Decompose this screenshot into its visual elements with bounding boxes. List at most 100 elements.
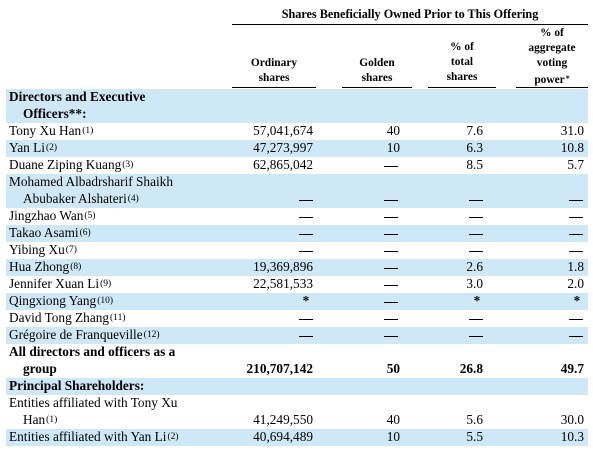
voting-value: 5.7 bbox=[567, 157, 584, 172]
col-rule-voting bbox=[516, 87, 588, 88]
footnote-ref: (9) bbox=[100, 279, 112, 289]
col-rule-total bbox=[428, 87, 496, 88]
golden-dash bbox=[384, 336, 398, 337]
ordinary-dash bbox=[299, 200, 313, 201]
row-band bbox=[6, 293, 588, 310]
row-label: Hua Zhong(8) bbox=[9, 259, 82, 274]
row-label: Duane Ziping Kuang(3) bbox=[9, 157, 134, 172]
row-label: Jingzhao Wan(5) bbox=[9, 208, 96, 223]
row-label: Abubaker Alshateri(4) bbox=[23, 191, 139, 206]
row-label: Entities affiliated with Yan Li(2) bbox=[9, 429, 179, 444]
footnote-ref: (6) bbox=[79, 228, 91, 238]
total-dash bbox=[469, 234, 483, 235]
voting-dash bbox=[569, 217, 583, 218]
golden-value: 40 bbox=[386, 123, 400, 138]
golden-dash bbox=[384, 268, 398, 269]
row-label: Takao Asami(6) bbox=[9, 225, 91, 240]
ordinary-value: 57,041,674 bbox=[253, 123, 313, 138]
total-value: 2.6 bbox=[466, 259, 483, 274]
golden-dash bbox=[384, 234, 398, 235]
footnote-ref: (1) bbox=[46, 415, 58, 425]
row-label: Jennifer Xuan Li(9) bbox=[9, 276, 112, 291]
ordinary-value: 40,694,489 bbox=[253, 429, 313, 444]
footnote-ref: (11) bbox=[110, 313, 126, 323]
row-band bbox=[6, 174, 588, 208]
ordinary-value: * bbox=[302, 293, 310, 308]
col-header-ordinary-line2: shares bbox=[258, 72, 290, 84]
total-dash bbox=[469, 217, 483, 218]
ordinary-dash bbox=[299, 234, 313, 235]
golden-dash bbox=[384, 166, 398, 167]
section-heading: Directors and Executive bbox=[9, 89, 146, 104]
group-title: Shares Beneficially Owned Prior to This … bbox=[281, 7, 539, 21]
golden-dash bbox=[384, 251, 398, 252]
total-dash bbox=[469, 336, 483, 337]
ordinary-dash bbox=[299, 319, 313, 320]
row-band bbox=[6, 327, 588, 344]
golden-dash bbox=[384, 285, 398, 286]
voting-value: 49.7 bbox=[560, 361, 584, 376]
col-header-golden: Golden shares bbox=[342, 56, 412, 86]
row-label: All directors and officers as a bbox=[9, 344, 176, 359]
voting-value: 31.0 bbox=[560, 123, 584, 138]
voting-value: 10.8 bbox=[560, 140, 584, 155]
voting-value: 2.0 bbox=[567, 276, 584, 291]
voting-dash bbox=[569, 200, 583, 201]
golden-dash bbox=[384, 302, 398, 303]
golden-value: 50 bbox=[386, 361, 400, 376]
ordinary-dash bbox=[299, 251, 313, 252]
ordinary-dash bbox=[299, 336, 313, 337]
col-header-voting-line2: aggregate bbox=[528, 42, 576, 54]
row-band bbox=[6, 225, 588, 242]
col-header-voting-text: power bbox=[534, 74, 565, 86]
ordinary-value: 41,249,550 bbox=[253, 412, 313, 427]
voting-value: 30.0 bbox=[560, 412, 584, 427]
row-label: Grégoire de Franqueville(12) bbox=[9, 327, 160, 342]
total-value: 5.5 bbox=[466, 429, 483, 444]
voting-footnote-mark: * bbox=[565, 74, 570, 83]
voting-dash bbox=[569, 251, 583, 252]
total-value: 5.6 bbox=[466, 412, 483, 427]
voting-value: * bbox=[573, 293, 581, 308]
total-dash bbox=[469, 251, 483, 252]
ordinary-value: 19,369,896 bbox=[253, 259, 313, 274]
golden-value: 40 bbox=[386, 412, 400, 427]
ordinary-value: 22,581,533 bbox=[253, 276, 313, 291]
total-value: * bbox=[473, 293, 481, 308]
total-value: 26.8 bbox=[459, 361, 483, 376]
footnote-ref: (8) bbox=[70, 262, 82, 272]
total-value: 3.0 bbox=[466, 276, 483, 291]
ordinary-value: 210,707,142 bbox=[246, 361, 313, 376]
footnote-ref: (10) bbox=[97, 296, 114, 306]
footnote-ref: (2) bbox=[45, 143, 58, 153]
row-band bbox=[6, 429, 588, 446]
voting-value: 10.3 bbox=[560, 429, 584, 444]
col-rule-golden bbox=[342, 87, 412, 88]
footnote-ref: (4) bbox=[127, 194, 139, 204]
row-label: Entities affiliated with Tony Xu bbox=[9, 395, 178, 410]
footnote-ref: (5) bbox=[84, 211, 96, 221]
col-header-golden-line1: Golden bbox=[359, 57, 395, 69]
golden-value: 10 bbox=[386, 429, 400, 444]
total-dash bbox=[469, 319, 483, 320]
voting-dash bbox=[569, 336, 583, 337]
total-dash bbox=[469, 200, 483, 201]
footnote-ref: (12) bbox=[143, 330, 160, 340]
col-rule-ordinary bbox=[232, 87, 316, 88]
golden-value: 10 bbox=[386, 140, 400, 155]
section-heading: Officers**: bbox=[23, 106, 87, 121]
row-label: group bbox=[23, 361, 57, 376]
col-header-ordinary: Ordinary shares bbox=[232, 56, 316, 86]
row-label: Han(1) bbox=[23, 412, 58, 427]
golden-dash bbox=[384, 200, 398, 201]
ordinary-dash bbox=[299, 217, 313, 218]
total-value: 7.6 bbox=[466, 123, 483, 138]
row-label: David Tong Zhang(11) bbox=[9, 310, 126, 325]
footnote-ref: (1) bbox=[82, 126, 94, 136]
col-header-golden-line2: shares bbox=[361, 72, 393, 84]
footnote-ref: (2) bbox=[167, 432, 179, 442]
row-label: Yibing Xu(7) bbox=[9, 242, 77, 257]
voting-value: 1.8 bbox=[567, 259, 584, 274]
row-band bbox=[6, 140, 588, 157]
